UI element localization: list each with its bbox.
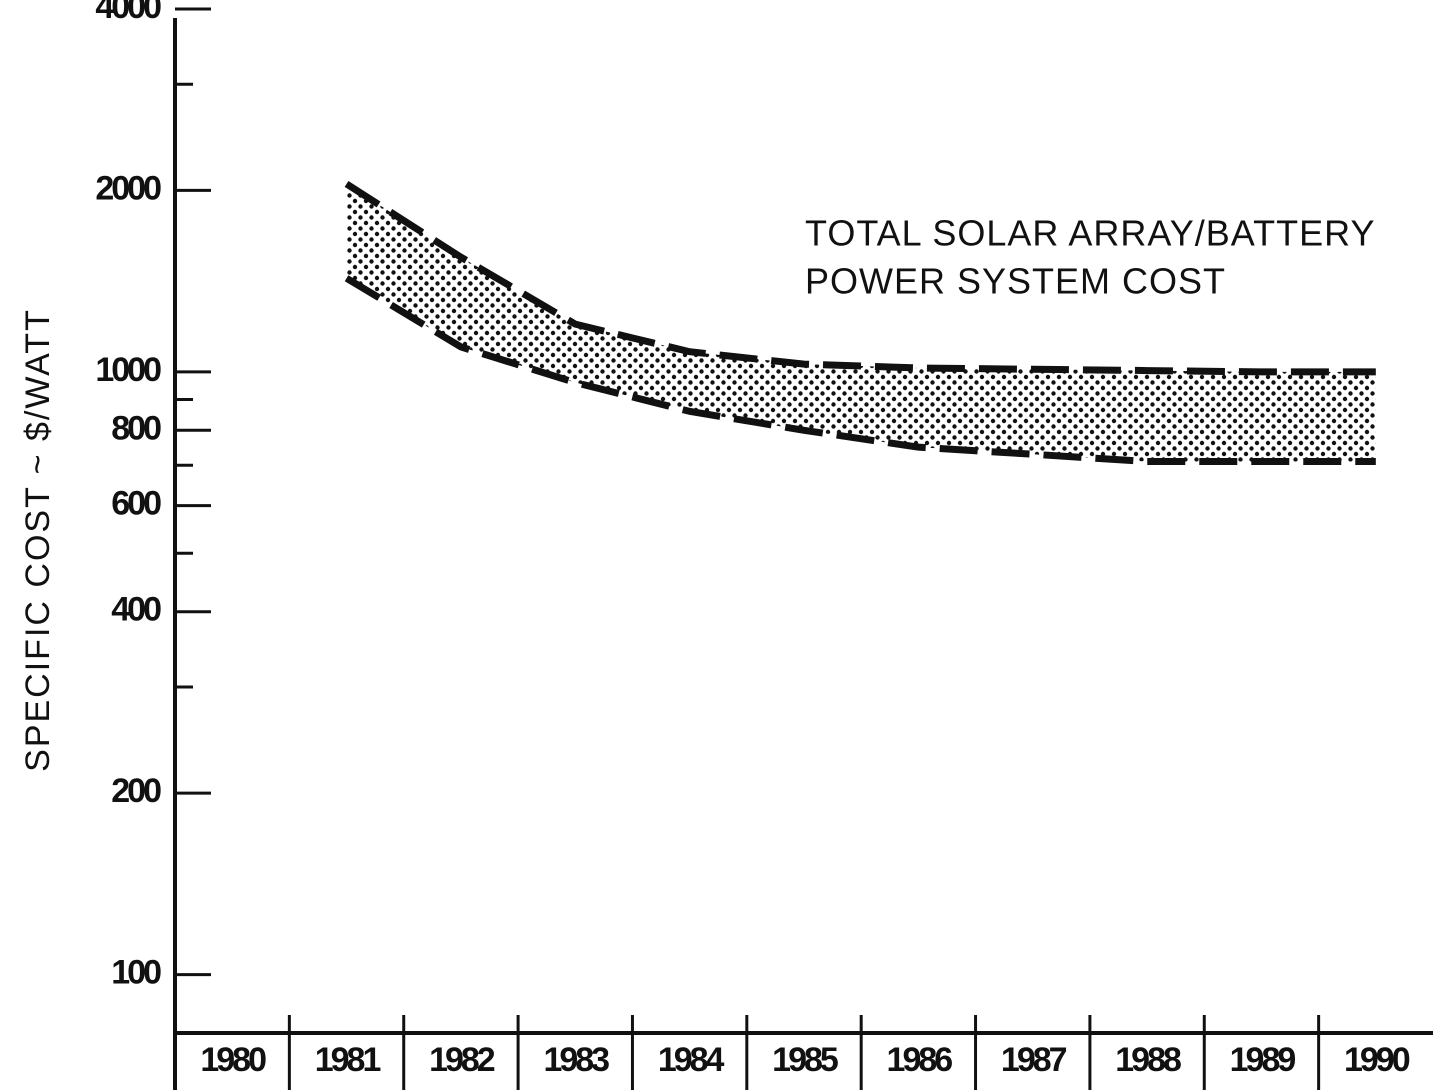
- y-tick-label: 200: [111, 772, 161, 810]
- y-tick-label: 800: [111, 409, 161, 447]
- annotation: POWER SYSTEM COST: [805, 261, 1226, 302]
- x-tick-label: 1985: [772, 1041, 838, 1079]
- x-tick-label: 1987: [1001, 1041, 1067, 1079]
- x-tick-label: 1990: [1344, 1041, 1410, 1079]
- annotation: TOTAL SOLAR ARRAY/BATTERY: [805, 213, 1375, 254]
- y-axis-label: SPECIFIC COST ~ $/WATT: [19, 308, 57, 772]
- x-tick-label: 1984: [658, 1041, 725, 1079]
- band-fill: [346, 183, 1376, 462]
- y-tick-label: 600: [111, 485, 161, 523]
- x-tick-label: 1982: [429, 1041, 495, 1079]
- x-tick-label: 1981: [315, 1041, 381, 1079]
- y-tick-label: 100: [111, 954, 161, 992]
- x-tick-label: 1989: [1230, 1041, 1296, 1079]
- y-tick-label: 2000: [95, 169, 161, 207]
- x-tick-label: 1988: [1115, 1041, 1181, 1079]
- y-tick-label: 4000: [95, 0, 161, 26]
- y-tick-label: 1000: [95, 351, 161, 389]
- y-tick-label: 400: [111, 591, 161, 629]
- band-edge: [344, 275, 1376, 466]
- x-tick-label: 1986: [887, 1041, 953, 1079]
- x-tick-label: 1983: [543, 1041, 609, 1079]
- x-tick-label: 1980: [200, 1041, 266, 1079]
- band-edge: [344, 181, 1376, 376]
